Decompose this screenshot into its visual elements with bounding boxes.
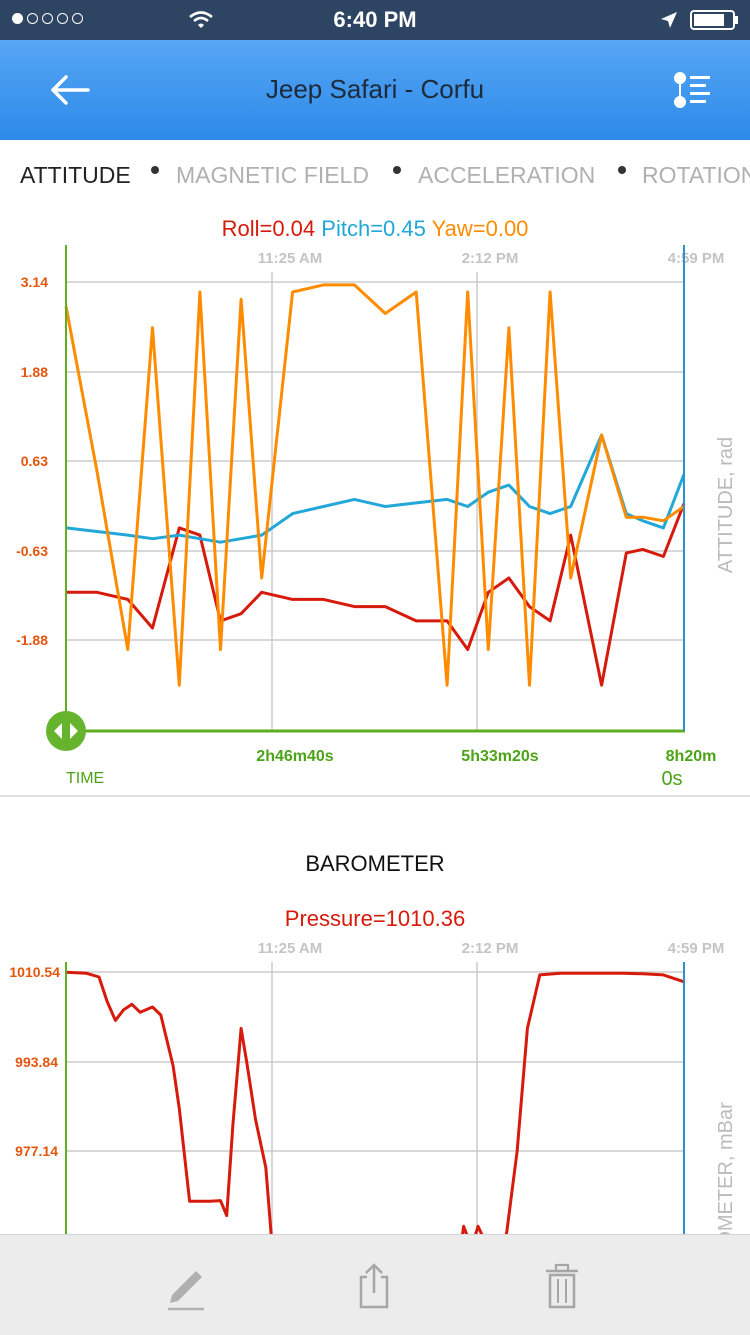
time-label: 11:25 AM (258, 940, 322, 957)
y-tick-label: 1.88 (21, 364, 48, 380)
tab-separator (393, 166, 401, 174)
wifi-icon (189, 11, 213, 28)
duration-label: 8h20m (666, 748, 717, 765)
time-axis-label: TIME (66, 770, 104, 787)
time-label: 11:25 AM (258, 250, 322, 267)
attitude-series (64, 283, 686, 687)
time-range-handle[interactable] (46, 711, 86, 751)
page-title: Jeep Safari - Corfu (265, 74, 485, 104)
y-tick-label: 993.84 (15, 1054, 58, 1070)
chart-settings-icon[interactable] (668, 70, 714, 112)
tab-acceleration[interactable]: ACCELERATION (418, 162, 596, 188)
y-tick-label: 1010.54 (9, 964, 60, 980)
barometer-axis-label: BAROMETER, mBar (715, 1102, 737, 1234)
sensor-tabs: ATTITUDE MAGNETIC FIELD ACCELERATION ROT… (0, 150, 750, 200)
attitude-chart[interactable]: 11:25 AM 2:12 PM 4:59 PM 3.14 1.88 0.63 … (0, 240, 750, 795)
cursor-time: 0s (661, 768, 682, 790)
roll-value: Roll=0.04 (221, 216, 316, 241)
navigation-bar: Jeep Safari - Corfu (0, 40, 750, 140)
tab-separator (151, 166, 159, 174)
share-icon[interactable] (346, 1257, 402, 1313)
tab-rotation[interactable]: ROTATION (642, 162, 750, 188)
edit-pencil-icon[interactable] (158, 1257, 214, 1313)
status-time: 6:40 PM (333, 7, 417, 32)
series-line-roll (66, 503, 686, 687)
time-label: 4:59 PM (668, 250, 725, 267)
series-line-yaw (64, 283, 685, 687)
barometer-title: BAROMETER (305, 851, 445, 876)
barometer-series (65, 970, 685, 1234)
series-line-pitch (65, 433, 686, 544)
location-arrow-icon (661, 12, 677, 28)
trash-icon[interactable] (534, 1257, 590, 1313)
barometer-grid (66, 962, 685, 1234)
section-divider (0, 795, 750, 797)
time-label: 4:59 PM (668, 940, 725, 957)
status-bar: 6:40 PM (0, 0, 750, 40)
attitude-y-ticks: 3.14 1.88 0.63 -0.63 -1.88 (16, 274, 48, 648)
back-arrow-icon[interactable] (48, 74, 92, 106)
y-tick-label: 977.14 (15, 1143, 58, 1159)
attitude-grid (66, 272, 685, 732)
attitude-readout: Roll=0.04 Pitch=0.45 Yaw=0.00 (0, 216, 750, 242)
battery-icon (690, 10, 738, 30)
tab-separator (618, 166, 626, 174)
duration-label: 2h46m40s (256, 748, 333, 765)
yaw-value: Yaw=0.00 (431, 216, 529, 241)
bottom-toolbar (0, 1234, 750, 1335)
y-tick-label: 3.14 (21, 274, 48, 290)
signal-strength-icon (12, 13, 83, 24)
barometer-chart[interactable]: 11:25 AM 2:12 PM 4:59 PM 1010.54 993.84 … (0, 930, 750, 1234)
attitude-axis-label: ATTITUDE, rad (715, 437, 737, 573)
series-line-pressure (65, 970, 685, 1234)
tab-attitude[interactable]: ATTITUDE (20, 162, 131, 188)
y-tick-label: -0.63 (16, 543, 48, 559)
y-tick-label: 0.63 (21, 453, 48, 469)
y-tick-label: -1.88 (16, 632, 48, 648)
time-label: 2:12 PM (462, 940, 519, 957)
duration-label: 5h33m20s (461, 748, 538, 765)
time-label: 2:12 PM (462, 250, 519, 267)
barometer-y-ticks: 1010.54 993.84 977.14 (9, 964, 60, 1159)
pressure-readout: Pressure=1010.36 (284, 906, 466, 931)
tab-magnetic-field[interactable]: MAGNETIC FIELD (176, 162, 369, 188)
pitch-value: Pitch=0.45 (321, 216, 426, 241)
